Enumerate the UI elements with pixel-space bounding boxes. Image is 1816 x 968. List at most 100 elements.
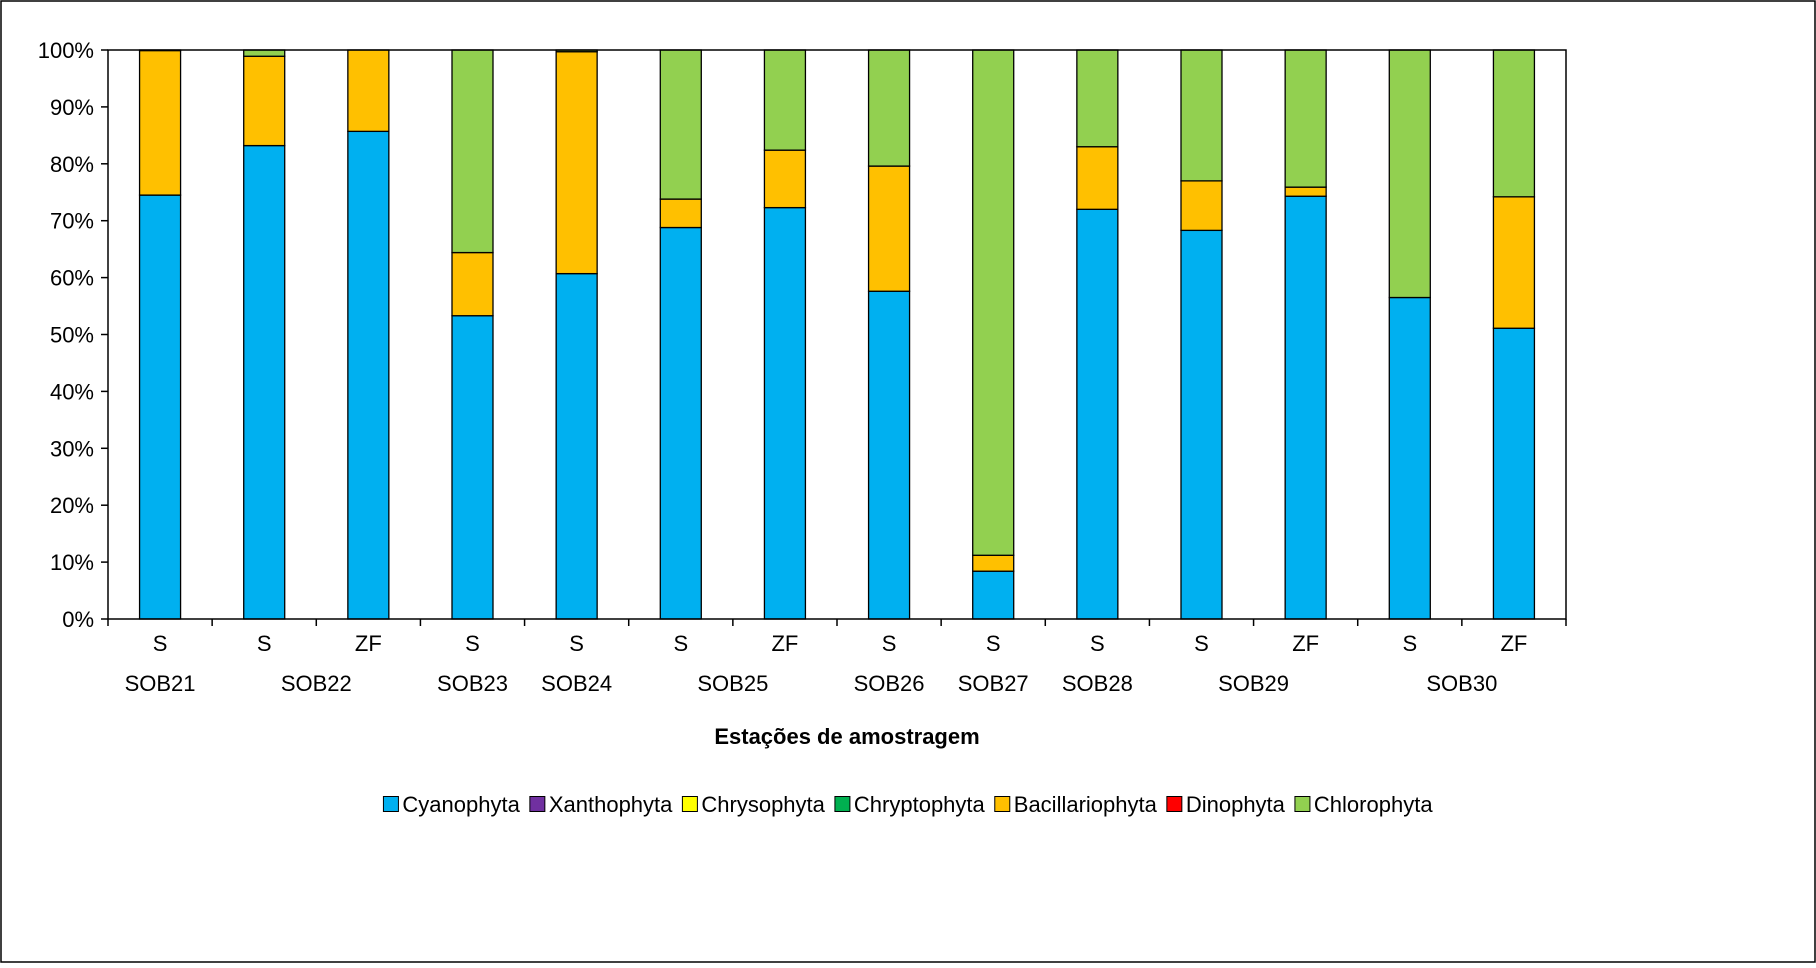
legend-item-chlorophyta: Chlorophyta [1294, 792, 1433, 817]
bar-segment-bacillariophyta [243, 55, 286, 147]
x-category-label: S [882, 631, 897, 656]
legend-swatch [382, 796, 399, 812]
legend-item-chrysophyta: Chrysophyta [681, 792, 826, 817]
legend-label: Cyanophyta [402, 792, 520, 817]
plot-area [107, 49, 1567, 620]
legend-item-bacillariophyta: Bacillariophyta [994, 792, 1158, 817]
legend-label: Xanthophyta [549, 792, 673, 817]
y-tick-label: 70% [50, 209, 94, 234]
x-group-label: SOB24 [541, 671, 612, 696]
y-tick-label: 50% [50, 323, 94, 348]
x-category-label: S [986, 631, 1001, 656]
x-group-label: SOB28 [1062, 671, 1133, 696]
bar-segment-bacillariophyta [972, 554, 1015, 572]
bar-segment-bacillariophyta [555, 51, 598, 275]
bar-segment-chlorophyta [867, 49, 911, 167]
y-tick-label: 10% [50, 550, 94, 575]
bar-segment-bacillariophyta [659, 198, 702, 229]
x-group-label: SOB21 [125, 671, 196, 696]
y-tick-label: 40% [50, 379, 94, 404]
legend-item-dinophyta: Dinophyta [1166, 792, 1286, 817]
bars-layer [138, 49, 1536, 620]
legend-item-cyanophyta: Cyanophyta [382, 792, 521, 817]
legend-swatch [529, 796, 546, 812]
bar-segment-bacillariophyta [867, 165, 911, 292]
bar-segment-chlorophyta [1180, 49, 1223, 182]
bar-segment-bacillariophyta [1284, 186, 1327, 197]
y-tick-label: 100% [38, 38, 94, 63]
bar-segment-cyanophyta [972, 570, 1015, 620]
x-category-label: S [257, 631, 272, 656]
legend-item-chryptophyta: Chryptophyta [834, 792, 986, 817]
y-tick-label: 20% [50, 493, 94, 518]
y-tick-label: 0% [62, 607, 94, 632]
bar-segment-bacillariophyta [1076, 146, 1119, 210]
legend-label: Bacillariophyta [1014, 792, 1158, 817]
x-group-label: SOB29 [1218, 671, 1289, 696]
legend-swatch [1294, 796, 1311, 812]
legend-swatch [834, 796, 851, 812]
bar-segment-bacillariophyta [1180, 180, 1223, 232]
bar-segment-cyanophyta [347, 130, 390, 620]
x-category-label: ZF [1292, 631, 1319, 656]
bar-segment-cyanophyta [1180, 229, 1223, 620]
x-category-label: ZF [1500, 631, 1527, 656]
legend-label: Chlorophyta [1314, 792, 1433, 817]
x-category-label: S [1402, 631, 1417, 656]
bar-segment-cyanophyta [1076, 208, 1119, 620]
bar-segment-bacillariophyta [138, 49, 182, 196]
bar-segment-cyanophyta [659, 226, 702, 620]
bar-segment-bacillariophyta [451, 251, 494, 317]
bar-segment-chlorophyta [1076, 49, 1119, 148]
bar-segment-chlorophyta [763, 49, 807, 151]
bar-segment-cyanophyta [243, 144, 286, 620]
bar-segment-chlorophyta [1284, 49, 1327, 188]
category-labels: S S ZF S S S ZF S S S S ZF S ZF [153, 631, 1528, 656]
bar-segment-chlorophyta [451, 49, 494, 254]
legend-label: Chryptophyta [854, 792, 986, 817]
x-group-label: SOB30 [1426, 671, 1497, 696]
y-tick-label: 30% [50, 436, 94, 461]
y-tick-label: 90% [50, 95, 94, 120]
bar-segment-chlorophyta [1492, 49, 1536, 198]
x-category-label: ZF [771, 631, 798, 656]
y-tick-label: 60% [50, 266, 94, 291]
x-category-label: S [673, 631, 688, 656]
x-group-label: SOB23 [437, 671, 508, 696]
x-group-label: SOB22 [281, 671, 352, 696]
legend-swatch [994, 796, 1011, 812]
bar-segment-cyanophyta [138, 194, 182, 620]
bar-segment-chlorophyta [243, 49, 286, 57]
group-labels: SOB21 SOB22 SOB23 SOB24 SOB25 SOB26 SOB27 SOB28… [125, 671, 1498, 696]
bar-segment-bacillariophyta [347, 49, 390, 133]
legend-item-xanthophyta: Xanthophyta [529, 792, 673, 817]
bar-segment-chlorophyta [1388, 49, 1431, 299]
x-group-label: SOB27 [958, 671, 1029, 696]
legend-label: Chrysophyta [701, 792, 825, 817]
bar-segment-cyanophyta [867, 290, 911, 620]
x-category-label: S [1194, 631, 1209, 656]
x-group-label: SOB25 [697, 671, 768, 696]
legend: Cyanophyta Xanthophyta Chrysophyta Chryptop… [382, 792, 1433, 817]
bar-segment-cyanophyta [451, 315, 494, 620]
x-category-label: S [569, 631, 584, 656]
x-category-label: S [153, 631, 168, 656]
legend-swatch [1166, 796, 1183, 812]
bar-segment-bacillariophyta [1492, 196, 1536, 329]
bar-segment-cyanophyta [763, 206, 807, 620]
bar-segment-cyanophyta [1388, 296, 1431, 620]
x-axis-title: Estações de amostragem [714, 724, 979, 749]
x-category-label: ZF [355, 631, 382, 656]
bar-segment-chlorophyta [659, 49, 702, 200]
legend-label: Dinophyta [1186, 792, 1286, 817]
bar-segment-cyanophyta [1492, 327, 1536, 620]
x-category-label: S [465, 631, 480, 656]
bar-segment-cyanophyta [555, 272, 598, 620]
x-group-label: SOB26 [854, 671, 925, 696]
bar-segment-cyanophyta [1284, 195, 1327, 620]
legend-swatch [681, 796, 698, 812]
y-tick-label: 80% [50, 152, 94, 177]
bar-segment-bacillariophyta [763, 149, 807, 209]
